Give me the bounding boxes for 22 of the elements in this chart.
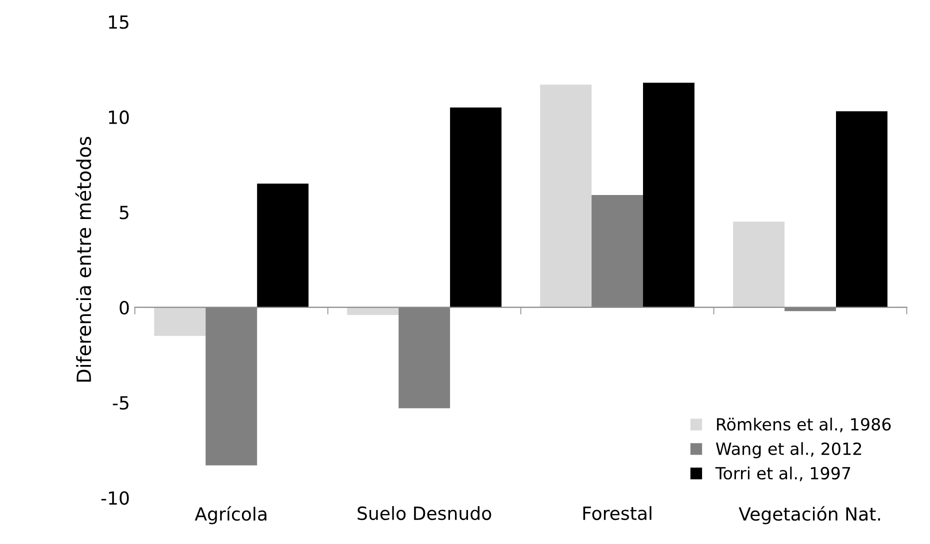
bar	[450, 107, 502, 308]
legend-label: Römkens et al., 1986	[717, 418, 891, 432]
y-axis-title: Diferencia entre métodos	[75, 136, 92, 382]
bar	[154, 307, 206, 336]
bar	[540, 84, 592, 308]
y-tick-label: -5	[112, 396, 128, 410]
bar	[733, 222, 785, 308]
y-tick-label: 15	[108, 15, 128, 29]
x-tick-label: Vegetación Nat.	[738, 506, 880, 524]
y-tick-label: -10	[101, 491, 129, 505]
x-tick-label: Agrícola	[194, 506, 266, 524]
legend-label: Torri et al., 1997	[715, 466, 850, 482]
bar	[347, 307, 399, 315]
bar	[836, 111, 888, 308]
x-tick-label: Forestal	[583, 506, 652, 520]
bar	[257, 184, 309, 308]
y-tick-label: 10	[108, 110, 129, 124]
x-tick-label: Suelo Desnudo	[358, 506, 492, 520]
y-tick-label: 5	[120, 206, 128, 220]
bar	[643, 82, 694, 308]
y-tick-label: 0	[120, 300, 129, 314]
legend-label: Wang et al., 2012	[716, 442, 862, 458]
